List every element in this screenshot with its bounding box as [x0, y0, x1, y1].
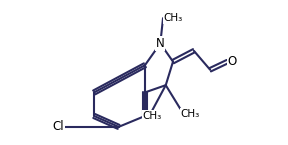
Text: CH₃: CH₃ [180, 109, 200, 119]
Text: N: N [156, 37, 165, 50]
Text: CH₃: CH₃ [163, 13, 182, 23]
Text: O: O [227, 55, 237, 68]
Text: CH₃: CH₃ [143, 110, 162, 120]
Text: Cl: Cl [53, 120, 64, 133]
